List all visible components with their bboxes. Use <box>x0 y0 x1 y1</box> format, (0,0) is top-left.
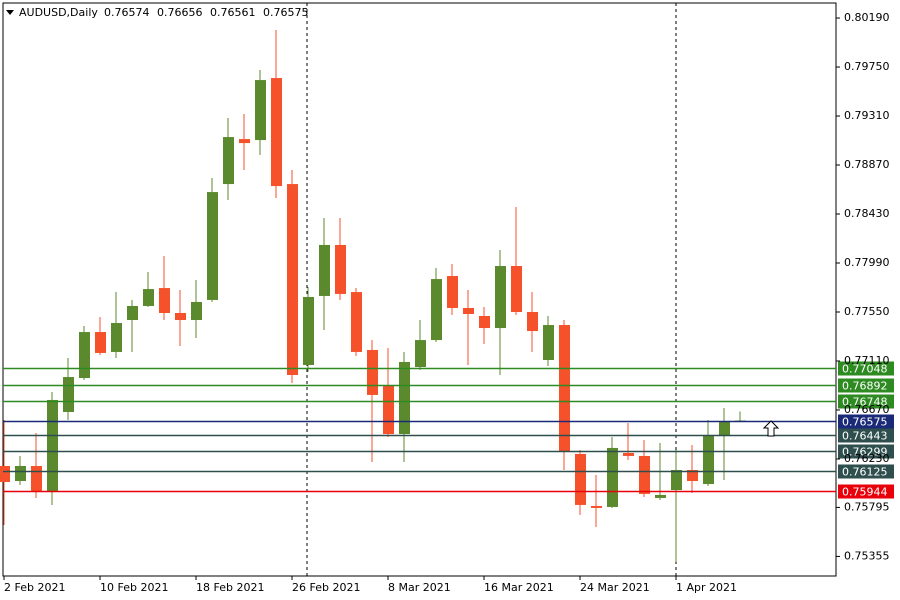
x-tick-label: 16 Mar 2021 <box>484 581 554 594</box>
candle-body <box>191 301 202 321</box>
candle-body <box>255 80 266 141</box>
x-tick-label: 2 Feb 2021 <box>4 581 65 594</box>
y-tick-label: 0.79310 <box>844 109 890 122</box>
y-tick-label: 0.76230 <box>844 452 890 465</box>
candle-body <box>95 332 106 353</box>
candle-body <box>223 137 234 185</box>
candle-body <box>143 289 154 306</box>
candle-body <box>463 307 474 314</box>
candle-body <box>671 469 682 491</box>
candle-body <box>15 465 26 482</box>
y-tick-label: 0.77550 <box>844 305 890 318</box>
candle-body <box>367 349 378 395</box>
candle-body <box>111 323 122 352</box>
level-label: 0.76443 <box>842 430 888 443</box>
menu-triangle <box>6 10 14 15</box>
y-tick-label: 0.77110 <box>844 354 890 367</box>
candle-body <box>287 184 298 376</box>
level-label-box <box>838 378 894 393</box>
candle-body <box>495 266 506 329</box>
candle-body <box>303 296 314 365</box>
level-label: 0.76892 <box>842 380 888 393</box>
level-label: 0.77048 <box>842 363 888 376</box>
candle-body <box>703 436 714 485</box>
candle-body <box>431 279 442 341</box>
candle-body <box>575 453 586 505</box>
candle-body <box>127 305 138 321</box>
candle-body <box>175 312 186 321</box>
candle-body <box>31 465 42 492</box>
candle-body <box>0 465 10 483</box>
plot-frame <box>2 2 837 577</box>
candle-body <box>63 377 74 412</box>
level-label: 0.76575 <box>842 416 888 429</box>
candle-body <box>687 469 698 482</box>
level-label-box <box>838 444 894 459</box>
level-label-box <box>838 464 894 479</box>
candle-body <box>719 421 730 437</box>
candle-body <box>335 244 346 294</box>
level-label-box <box>838 414 894 429</box>
candle-body <box>415 340 426 367</box>
candle-body <box>607 447 618 507</box>
x-tick-label: 1 Apr 2021 <box>676 581 737 594</box>
ohlc-open: 0.76574 <box>104 6 150 19</box>
candle-body <box>447 276 458 308</box>
chart-title: AUDUSD,Daily <box>19 6 98 19</box>
level-label: 0.76748 <box>842 396 888 409</box>
ohlc-high: 0.76656 <box>157 6 203 19</box>
x-tick-label: 10 Feb 2021 <box>100 581 168 594</box>
candle-body <box>79 332 90 379</box>
candle-body <box>207 192 218 300</box>
level-label-box <box>838 428 894 443</box>
level-label: 0.75944 <box>842 486 888 499</box>
candle-body <box>527 311 538 332</box>
candle-body <box>319 244 330 296</box>
level-label: 0.76125 <box>842 466 888 479</box>
y-tick-label: 0.76670 <box>844 403 890 416</box>
x-tick-label: 26 Feb 2021 <box>292 581 360 594</box>
candle-body <box>399 361 410 435</box>
y-tick-label: 0.79750 <box>844 60 890 73</box>
candle-body <box>511 266 522 312</box>
y-tick-label: 0.75795 <box>844 500 890 513</box>
candle-body <box>623 452 634 456</box>
candle-body <box>655 494 666 498</box>
level-label-box <box>838 361 894 376</box>
candle-body <box>239 139 250 144</box>
x-tick-label: 8 Mar 2021 <box>388 581 451 594</box>
y-tick-label: 0.78430 <box>844 207 890 220</box>
candle-body <box>591 505 602 508</box>
x-tick-label: 18 Feb 2021 <box>196 581 264 594</box>
candle-body <box>47 399 58 492</box>
candles <box>0 30 746 562</box>
level-label-box <box>838 484 894 499</box>
level-label-box <box>838 394 894 409</box>
y-tick-label: 0.80190 <box>844 11 890 24</box>
candle-body <box>351 292 362 352</box>
candle-body <box>559 325 570 452</box>
candle-body <box>639 455 650 494</box>
level-label: 0.76299 <box>842 446 888 459</box>
candle-body <box>479 316 490 329</box>
x-tick-label: 24 Mar 2021 <box>580 581 650 594</box>
y-tick-label: 0.75355 <box>844 549 890 562</box>
y-tick-label: 0.78870 <box>844 158 890 171</box>
arrow-icon <box>762 420 780 437</box>
y-tick-label: 0.77990 <box>844 256 890 269</box>
candle-body <box>159 288 170 313</box>
candle-body <box>543 325 554 360</box>
candle-body <box>383 385 394 435</box>
ohlc-low: 0.76561 <box>210 6 256 19</box>
ohlc-close: 0.76575 <box>263 6 309 19</box>
candle-body <box>271 78 282 187</box>
